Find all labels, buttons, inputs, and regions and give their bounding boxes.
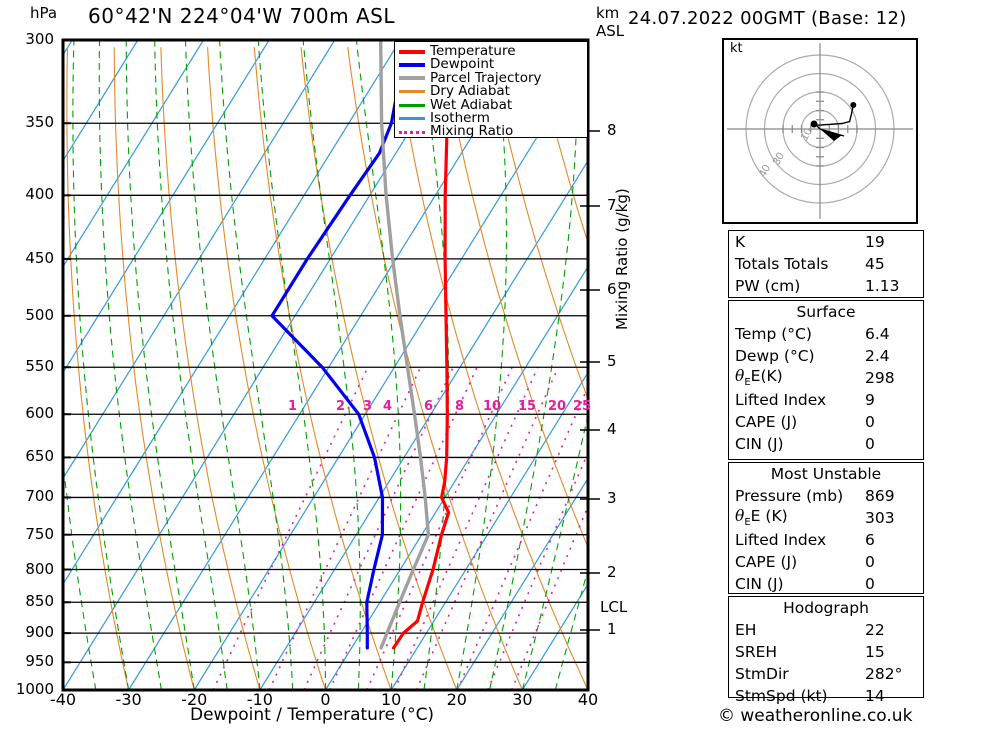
index-row: Totals Totals 45 <box>729 253 923 275</box>
row-label: K <box>735 233 746 251</box>
hodograph-row: EH 22 <box>729 619 923 641</box>
x-axis-title: Dewpoint / Temperature (°C) <box>190 705 435 725</box>
legend-item: Dry Adiabat <box>399 85 583 98</box>
row-value: 1.13 <box>865 277 900 295</box>
legend-swatch <box>399 90 425 94</box>
row-value: 303 <box>865 509 895 527</box>
row-value: 45 <box>865 255 885 273</box>
row-value: 15 <box>865 643 885 661</box>
row-value: 0 <box>865 575 875 593</box>
page-title: 60°42'N 224°04'W 700m ASL <box>88 4 396 28</box>
height-axis-reference: ASL <box>596 22 625 40</box>
legend-swatch <box>399 103 425 107</box>
surface-row: CAPE (J) 0 <box>729 411 923 433</box>
legend-item: Wet Adiabat <box>399 96 583 113</box>
stability-indices-table: K 19 Totals Totals 45 PW (cm) 1.13 <box>728 230 924 298</box>
row-value: 14 <box>865 687 885 705</box>
row-value: 9 <box>865 391 875 409</box>
legend-label: Dewpoint <box>430 56 495 73</box>
row-label: Lifted Index <box>735 531 827 549</box>
surface-row: Dewp (°C) 2.4 <box>729 345 923 367</box>
surface-row: θEE(K) 298 <box>729 367 923 389</box>
legend-label: Temperature <box>430 42 516 59</box>
legend-label: Wet Adiabat <box>430 96 513 113</box>
hodograph-unit-label: kt <box>730 41 743 56</box>
legend-swatch <box>399 117 425 121</box>
index-row: PW (cm) 1.13 <box>729 275 923 297</box>
legend-swatch <box>399 49 425 54</box>
most-unstable-row: Pressure (mb) 869 <box>729 485 923 507</box>
surface-heading: Surface <box>796 303 856 321</box>
mixing-ratio-axis-title: Mixing Ratio (g/kg) <box>613 188 631 330</box>
row-label: CAPE (J) <box>735 553 798 571</box>
row-label: CIN (J) <box>735 435 784 453</box>
most-unstable-heading: Most Unstable <box>770 465 882 483</box>
copyright-notice: © weatheronline.co.uk <box>718 706 913 726</box>
hodograph-row: StmDir 282° <box>729 663 923 685</box>
row-label: Pressure (mb) <box>735 487 844 505</box>
lcl-label: LCL <box>600 598 628 616</box>
row-value: 6.4 <box>865 325 890 343</box>
most-unstable-row: Lifted Index 6 <box>729 529 923 551</box>
row-label: Totals Totals <box>735 255 829 273</box>
row-value: 6 <box>865 531 875 549</box>
row-label: PW (cm) <box>735 277 801 295</box>
hodograph-row: SREH 15 <box>729 641 923 663</box>
most-unstable-row: θEE (K) 303 <box>729 507 923 529</box>
hodograph-row: StmSpd (kt) 14 <box>729 685 923 707</box>
most-unstable-row: CAPE (J) 0 <box>729 551 923 573</box>
svg-text:30: 30 <box>771 151 788 168</box>
legend-item: Mixing Ratio <box>399 125 583 138</box>
row-label: CIN (J) <box>735 575 784 593</box>
legend-label: Parcel Trajectory <box>430 69 542 86</box>
legend-item: Dewpoint <box>399 58 583 71</box>
legend-label: Mixing Ratio <box>430 123 514 140</box>
surface-row: Lifted Index 9 <box>729 389 923 411</box>
legend-label: Isotherm <box>430 109 490 126</box>
row-value: 298 <box>865 369 895 387</box>
legend-item: Parcel Trajectory <box>399 69 583 86</box>
row-label: SREH <box>735 643 778 661</box>
index-row: K 19 <box>729 231 923 253</box>
most-unstable-row: CIN (J) 0 <box>729 573 923 595</box>
row-label: EH <box>735 621 757 639</box>
row-value: 2.4 <box>865 347 890 365</box>
legend-label: Dry Adiabat <box>430 83 510 100</box>
row-value: 282° <box>865 665 903 683</box>
row-label: Lifted Index <box>735 391 827 409</box>
legend: Temperature Dewpoint Parcel Trajectory Dry … <box>394 41 588 138</box>
hodograph-plot: 10 30 40 <box>722 38 918 224</box>
row-label: Dewp (°C) <box>735 347 815 365</box>
skewt-diagram <box>61 38 600 692</box>
row-value: 19 <box>865 233 885 251</box>
row-value: 22 <box>865 621 885 639</box>
row-label: θEE(K) <box>735 367 783 389</box>
most-unstable-parcel-table: Most Unstable Pressure (mb) 869 θEE (K) 303 L… <box>728 462 924 594</box>
row-label: CAPE (J) <box>735 413 798 431</box>
row-label: Temp (°C) <box>735 325 812 343</box>
legend-item: Isotherm <box>399 109 583 126</box>
row-label: StmDir <box>735 665 789 683</box>
row-value: 0 <box>865 435 875 453</box>
row-value: 0 <box>865 553 875 571</box>
svg-text:10: 10 <box>798 126 815 143</box>
pressure-axis-unit: hPa <box>30 4 58 22</box>
svg-text:40: 40 <box>757 163 774 180</box>
surface-row: CIN (J) 0 <box>729 433 923 455</box>
hodograph-stats-table: Hodograph EH 22 SREH 15 StmDir 282° StmSpd (kt)… <box>728 596 924 705</box>
legend-item: Temperature <box>399 42 583 59</box>
row-value: 869 <box>865 487 895 505</box>
height-axis-unit: km <box>596 4 620 22</box>
surface-row: Temp (°C) 6.4 <box>729 323 923 345</box>
forecast-datetime: 24.07.2022 00GMT (Base: 12) <box>628 8 907 29</box>
legend-swatch <box>399 76 425 81</box>
legend-swatch <box>399 63 425 68</box>
row-label: θEE (K) <box>735 507 788 529</box>
surface-parcel-table: Surface Temp (°C) 6.4 Dewp (°C) 2.4 θEE(K) 298… <box>728 300 924 460</box>
row-label: StmSpd (kt) <box>735 687 828 705</box>
row-value: 0 <box>865 413 875 431</box>
legend-swatch <box>399 130 425 134</box>
hodograph-heading: Hodograph <box>783 599 869 617</box>
